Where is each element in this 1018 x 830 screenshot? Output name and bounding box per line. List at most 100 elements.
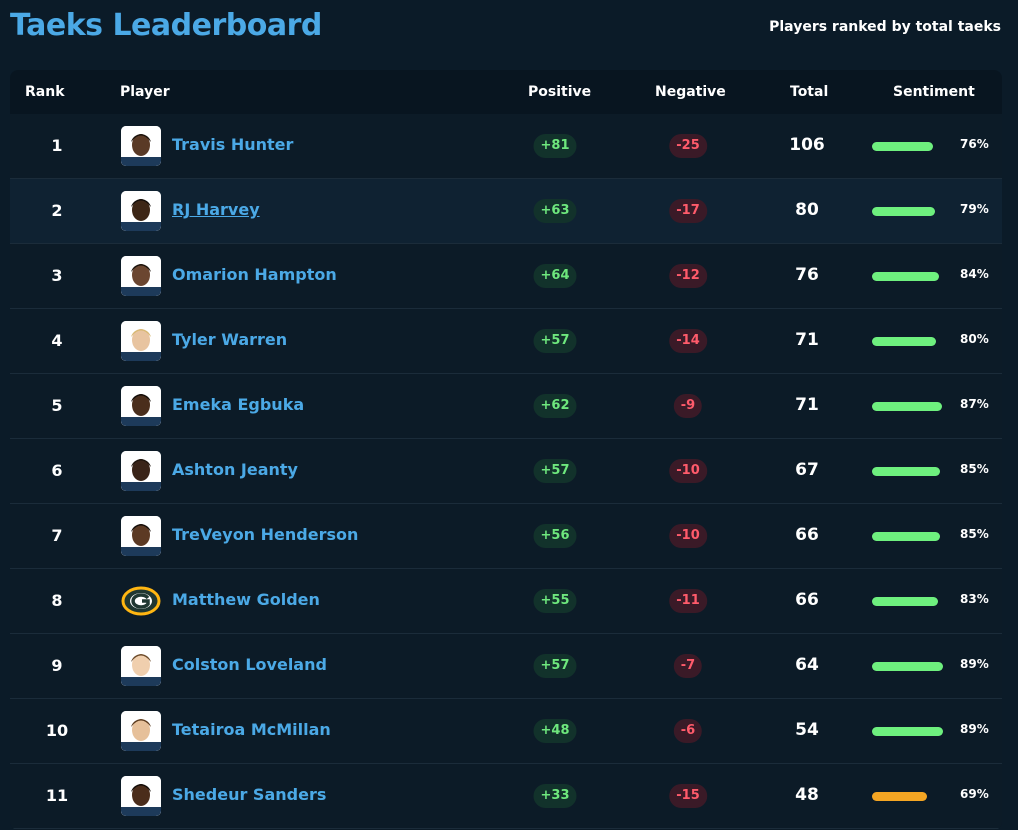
column-header-positive[interactable]: Positive: [528, 84, 592, 100]
sentiment-percent: 87%: [960, 397, 989, 411]
table-row[interactable]: 4 Tyler Warren +57 -14 71 80%: [10, 309, 1002, 374]
total-value: 48: [795, 785, 819, 805]
player-name-link[interactable]: Shedeur Sanders: [172, 785, 327, 804]
player-avatar-icon[interactable]: [121, 386, 161, 426]
table-row[interactable]: 6 Ashton Jeanty +57 -10 67 85%: [10, 439, 1002, 504]
total-value: 66: [795, 590, 819, 610]
table-row[interactable]: 7 TreVeyon Henderson +56 -10 66 85%: [10, 504, 1002, 569]
negative-badge: -7: [673, 654, 703, 678]
column-header-total[interactable]: Total: [790, 84, 829, 100]
total-value: 64: [795, 655, 819, 675]
column-header-rank[interactable]: Rank: [25, 84, 65, 100]
player-name-link[interactable]: Matthew Golden: [172, 590, 320, 609]
sentiment-bar: [872, 532, 940, 541]
sentiment-bar: [872, 467, 940, 476]
leaderboard-table: Rank Player Positive Negative Total Sent…: [10, 70, 1002, 830]
sentiment-percent: 89%: [960, 722, 989, 736]
negative-badge: -12: [669, 264, 707, 288]
table-row[interactable]: 5 Emeka Egbuka +62 -9 71 87%: [10, 374, 1002, 439]
total-value: 54: [795, 720, 819, 740]
sentiment-bar: [872, 207, 935, 216]
total-value: 71: [795, 330, 819, 350]
total-value: 67: [795, 460, 819, 480]
column-header-sentiment[interactable]: Sentiment: [893, 84, 975, 100]
table-row[interactable]: 10 Tetairoa McMillan +48 -6 54 89%: [10, 699, 1002, 764]
negative-badge: -25: [669, 134, 707, 158]
negative-badge: -9: [673, 394, 703, 418]
table-row[interactable]: 11 Shedeur Sanders +33 -15 48 69%: [10, 764, 1002, 829]
sentiment-percent: 89%: [960, 657, 989, 671]
player-name-link[interactable]: Omarion Hampton: [172, 265, 337, 284]
sentiment-percent: 83%: [960, 592, 989, 606]
sentiment-bar: [872, 337, 936, 346]
total-value: 80: [795, 200, 819, 220]
positive-badge: +64: [533, 264, 577, 288]
rank-cell: 3: [51, 266, 63, 285]
table-row[interactable]: 8 Matthew Golden +55 -11 66 83%: [10, 569, 1002, 634]
sentiment-percent: 85%: [960, 527, 989, 541]
sentiment-bar: [872, 402, 942, 411]
team-logo-icon[interactable]: [121, 581, 161, 621]
player-avatar-icon[interactable]: [121, 126, 161, 166]
positive-badge: +57: [533, 459, 577, 483]
player-name-link[interactable]: Emeka Egbuka: [172, 395, 305, 414]
table-row[interactable]: 1 Travis Hunter +81 -25 106 76%: [10, 114, 1002, 179]
player-avatar-icon[interactable]: [121, 776, 161, 816]
player-avatar-icon[interactable]: [121, 321, 161, 361]
positive-badge: +55: [533, 589, 577, 613]
player-name-link[interactable]: Ashton Jeanty: [172, 460, 298, 479]
player-name-link[interactable]: RJ Harvey: [172, 200, 260, 219]
rank-cell: 8: [51, 591, 63, 610]
positive-badge: +56: [533, 524, 577, 548]
positive-badge: +81: [533, 134, 577, 158]
rank-cell: 4: [51, 331, 63, 350]
column-header-negative[interactable]: Negative: [655, 84, 726, 100]
page-header: Taeks Leaderboard Players ranked by tota…: [0, 0, 1018, 60]
player-name-link[interactable]: Travis Hunter: [172, 135, 294, 154]
sentiment-bar: [872, 727, 943, 736]
positive-badge: +57: [533, 654, 577, 678]
sentiment-percent: 85%: [960, 462, 989, 476]
table-row[interactable]: 9 Colston Loveland +57 -7 64 89%: [10, 634, 1002, 699]
negative-badge: -6: [673, 719, 703, 743]
rank-cell: 10: [45, 721, 69, 740]
total-value: 106: [789, 135, 825, 155]
positive-badge: +48: [533, 719, 577, 743]
player-avatar-icon[interactable]: [121, 451, 161, 491]
positive-badge: +33: [533, 784, 577, 808]
rank-cell: 2: [51, 201, 63, 220]
rank-cell: 1: [51, 136, 63, 155]
positive-badge: +57: [533, 329, 577, 353]
negative-badge: -10: [669, 459, 707, 483]
player-name-link[interactable]: Tyler Warren: [172, 330, 288, 349]
sentiment-bar: [872, 597, 938, 606]
column-header-player[interactable]: Player: [120, 84, 170, 100]
total-value: 71: [795, 395, 819, 415]
negative-badge: -15: [669, 784, 707, 808]
player-name-link[interactable]: Colston Loveland: [172, 655, 327, 674]
rank-cell: 5: [51, 396, 63, 415]
rank-cell: 7: [51, 526, 63, 545]
negative-badge: -17: [669, 199, 707, 223]
positive-badge: +62: [533, 394, 577, 418]
player-avatar-icon[interactable]: [121, 646, 161, 686]
player-avatar-icon[interactable]: [121, 711, 161, 751]
player-name-link[interactable]: TreVeyon Henderson: [172, 525, 359, 544]
rank-cell: 9: [51, 656, 63, 675]
rank-cell: 6: [51, 461, 63, 480]
sentiment-percent: 80%: [960, 332, 989, 346]
player-name-link[interactable]: Tetairoa McMillan: [172, 720, 331, 739]
total-value: 76: [795, 265, 819, 285]
positive-badge: +63: [533, 199, 577, 223]
table-row[interactable]: 3 Omarion Hampton +64 -12 76 84%: [10, 244, 1002, 309]
table-row[interactable]: 2 RJ Harvey +63 -17 80 79%: [10, 179, 1002, 244]
player-avatar-icon[interactable]: [121, 191, 161, 231]
sentiment-bar: [872, 662, 943, 671]
player-avatar-icon[interactable]: [121, 256, 161, 296]
sentiment-bar: [872, 792, 927, 801]
sentiment-percent: 76%: [960, 137, 989, 151]
sentiment-percent: 84%: [960, 267, 989, 281]
sentiment-bar: [872, 272, 939, 281]
player-avatar-icon[interactable]: [121, 516, 161, 556]
sentiment-percent: 79%: [960, 202, 989, 216]
